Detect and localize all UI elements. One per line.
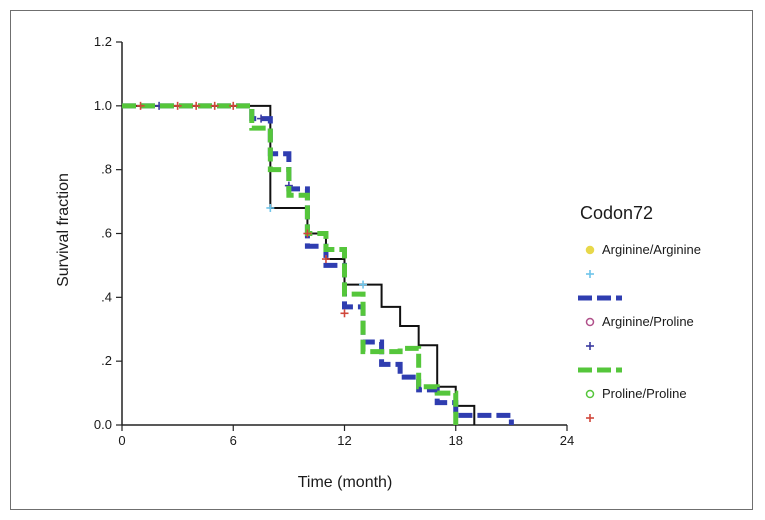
x-tick-label: 6 [230, 433, 237, 448]
legend-entry: Arginine/Proline [585, 314, 694, 329]
legend-entry [586, 270, 594, 278]
legend-entry [586, 342, 594, 350]
y-tick-label: .4 [101, 289, 112, 304]
series-line-1 [122, 103, 514, 425]
censor-mark [321, 255, 330, 264]
y-tick-label: .8 [101, 162, 112, 177]
censor-mark [192, 101, 201, 110]
legend-circle-marker [585, 245, 595, 255]
plot-area [122, 101, 514, 425]
censor-mark [229, 101, 238, 110]
x-axis-label: Time (month) [298, 474, 393, 491]
y-tick-label: 1.2 [94, 34, 112, 49]
censor-mark [340, 309, 349, 318]
x-tick-label: 12 [337, 433, 351, 448]
y-tick-label: 0.0 [94, 417, 112, 432]
chart-frame [10, 10, 753, 510]
censor-mark [359, 280, 368, 289]
series-line-0 [122, 104, 476, 425]
y-tick-label: .2 [101, 353, 112, 368]
censor-mark [136, 101, 145, 110]
censor-mark [210, 101, 219, 110]
legend-plus-marker [586, 270, 594, 278]
legend-entry [586, 414, 594, 422]
y-tick-label: 1.0 [94, 98, 112, 113]
series-line-2 [122, 103, 459, 425]
censor-mark [257, 114, 266, 123]
legend-circle-marker [585, 389, 595, 399]
legend-title: Codon72 [580, 203, 653, 223]
axes: 0.0 .2 .4 .6 .8 1.0 1.2 0 6 12 18 24 [94, 34, 574, 448]
legend-circle-marker [585, 317, 595, 327]
y-axis-label: Survival fraction [55, 173, 72, 287]
censor-mark [303, 229, 312, 238]
legend-label: Arginine/Proline [602, 314, 694, 329]
legend-entry: Arginine/Arginine [585, 242, 701, 257]
legend-entry: Proline/Proline [585, 386, 687, 401]
legend-plus-marker [586, 414, 594, 422]
x-tick-label: 0 [118, 433, 125, 448]
x-tick-label: 18 [449, 433, 463, 448]
legend-label: Arginine/Arginine [602, 242, 701, 257]
legend: Arginine/Arginine Arginine/Proline Proline… [578, 242, 701, 422]
legend-label: Proline/Proline [602, 386, 687, 401]
censor-mark [266, 203, 275, 212]
y-tick-label: .6 [101, 226, 112, 241]
x-tick-label: 24 [560, 433, 574, 448]
legend-plus-marker [586, 342, 594, 350]
censor-mark [173, 101, 182, 110]
